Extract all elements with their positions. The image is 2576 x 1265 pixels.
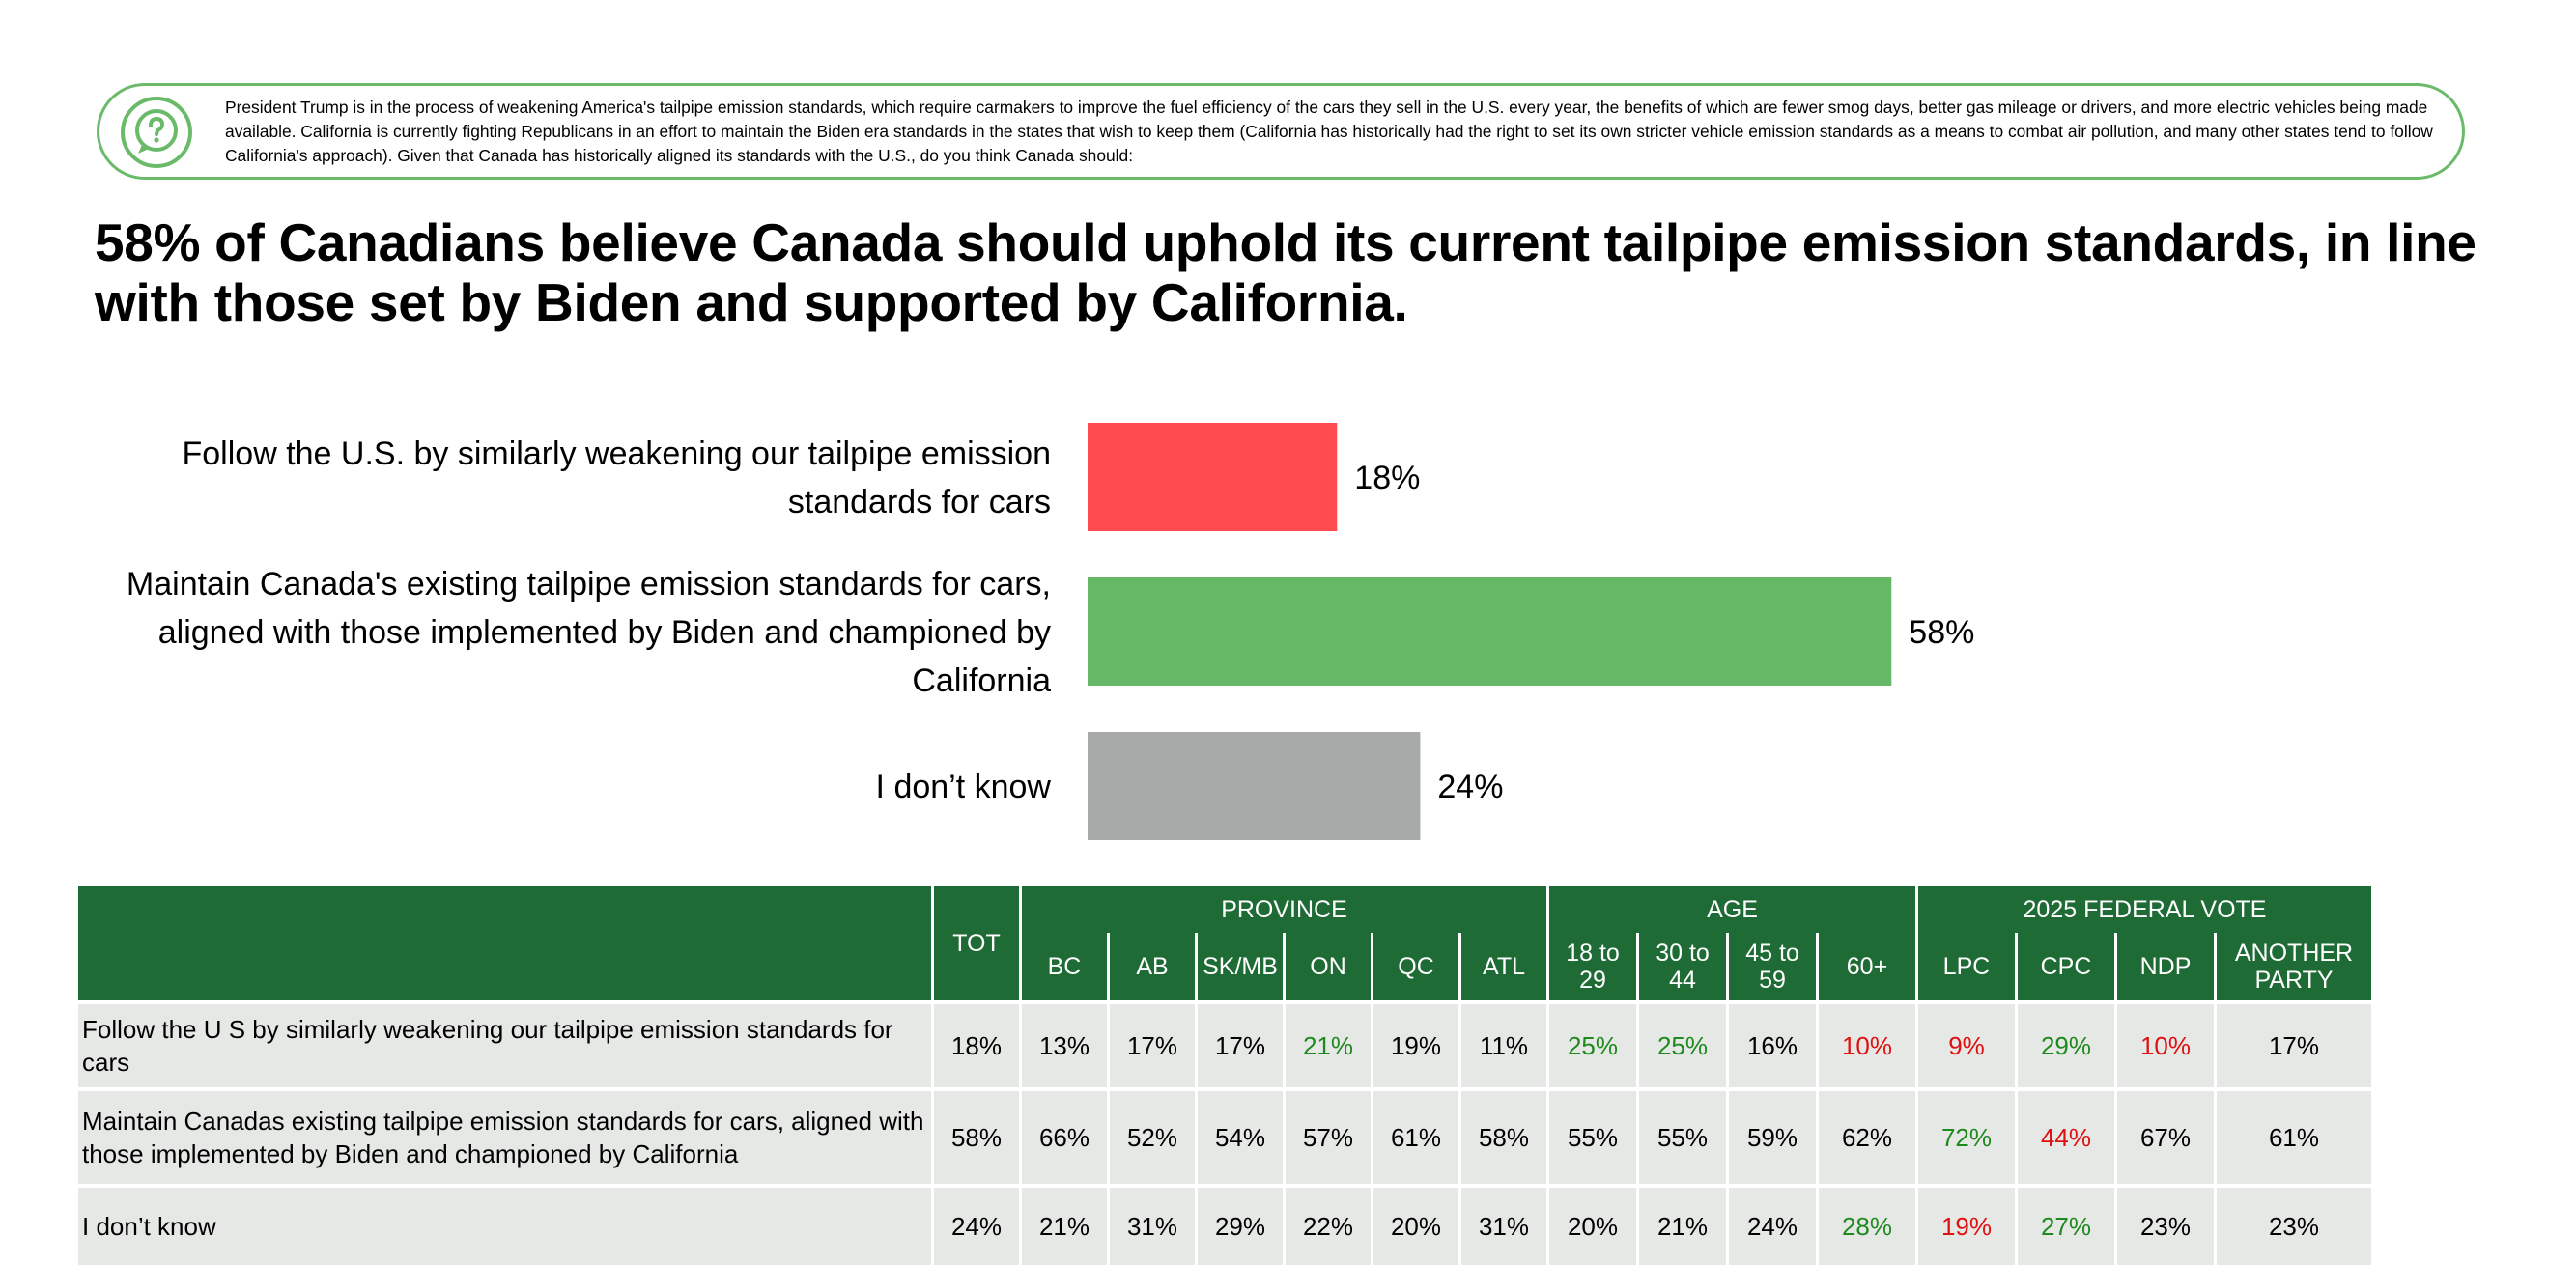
bar-3: [1088, 732, 1421, 840]
table-cell: 62%: [1819, 1087, 1915, 1184]
table-cell: 44%: [2018, 1087, 2114, 1184]
table-cell: 10%: [1819, 1000, 1915, 1087]
table-row: I don’t know 24% 21% 31% 29% 22% 20% 31% 20% 21% 2…: [78, 1184, 2371, 1265]
table-cell: 67%: [2117, 1087, 2214, 1184]
table-cell: 24%: [934, 1184, 1019, 1265]
table-cell: 23%: [2217, 1184, 2371, 1265]
crosstab-table: TOT PROVINCE AGE 2025 FEDERAL VOTE BC AB SK/M…: [75, 886, 2374, 1265]
group-header-2: AGE: [1549, 886, 1915, 933]
column-header: SK/MB: [1198, 933, 1283, 1000]
table-cell: 24%: [1729, 1184, 1816, 1265]
column-header-tot: TOT: [934, 886, 1019, 1000]
question-chat-icon: [121, 97, 192, 168]
category-label-2: Maintain Canada's existing tailpipe emis…: [127, 566, 1051, 699]
table-row: Follow the U S by similarly weakening ou…: [78, 1000, 2371, 1087]
table-cell: 17%: [1198, 1000, 1283, 1087]
column-header: 18 to 29: [1549, 933, 1636, 1000]
table-cell: 16%: [1729, 1000, 1816, 1087]
table-cell: 66%: [1022, 1087, 1107, 1184]
row-label: Follow the U S by similarly weakening ou…: [78, 1000, 931, 1087]
group-header-1: PROVINCE: [1022, 886, 1546, 933]
column-header: NDP: [2117, 933, 2214, 1000]
column-header: 30 to 44: [1639, 933, 1726, 1000]
bar-value-label-3: 24%: [1437, 769, 1503, 805]
column-header: ANOTHER PARTY: [2217, 933, 2371, 1000]
column-header: 45 to 59: [1729, 933, 1816, 1000]
column-header: ATL: [1461, 933, 1546, 1000]
row-label: Maintain Canadas existing tailpipe emiss…: [78, 1087, 931, 1184]
table-cell: 17%: [1110, 1000, 1195, 1087]
table-cell: 10%: [2117, 1000, 2214, 1087]
table-cell: 17%: [2217, 1000, 2371, 1087]
table-cell: 21%: [1022, 1184, 1107, 1265]
table-cell: 13%: [1022, 1000, 1107, 1087]
table-cell: 20%: [1549, 1184, 1636, 1265]
table-cell: 25%: [1549, 1000, 1636, 1087]
row-label: I don’t know: [78, 1184, 931, 1265]
column-header: QC: [1373, 933, 1458, 1000]
table-cell: 18%: [934, 1000, 1019, 1087]
bar-1: [1088, 423, 1338, 531]
table-cell: 31%: [1110, 1184, 1195, 1265]
table-cell: 52%: [1110, 1087, 1195, 1184]
table-cell: 58%: [934, 1087, 1019, 1184]
table-cell: 72%: [1918, 1087, 2015, 1184]
table-cell: 61%: [1373, 1087, 1458, 1184]
table-cell: 55%: [1639, 1087, 1726, 1184]
table-row: Maintain Canadas existing tailpipe emiss…: [78, 1087, 2371, 1184]
table-cell: 54%: [1198, 1087, 1283, 1184]
table-cell: 20%: [1373, 1184, 1458, 1265]
column-header: CPC: [2018, 933, 2114, 1000]
bar-value-label-2: 58%: [1909, 614, 1974, 651]
table-cell: 11%: [1461, 1000, 1546, 1087]
table-cell: 29%: [2018, 1000, 2114, 1087]
bar-chart: 18% Follow the U.S. by similarly weakenin…: [127, 423, 1974, 840]
table-cell: 9%: [1918, 1000, 2015, 1087]
table-cell: 19%: [1918, 1184, 2015, 1265]
table-cell: 21%: [1286, 1000, 1371, 1087]
column-header: BC: [1022, 933, 1107, 1000]
table-cell: 23%: [2117, 1184, 2214, 1265]
category-label-3: I don’t know: [876, 769, 1052, 805]
column-header: AB: [1110, 933, 1195, 1000]
table-cell: 31%: [1461, 1184, 1546, 1265]
table-cell: 58%: [1461, 1087, 1546, 1184]
table-cell: 22%: [1286, 1184, 1371, 1265]
table-cell: 61%: [2217, 1087, 2371, 1184]
table-cell: 28%: [1819, 1184, 1915, 1265]
table-cell: 59%: [1729, 1087, 1816, 1184]
question-box: President Trump is in the process of wea…: [97, 83, 2465, 180]
category-label-1: Follow the U.S. by similarly weakening o…: [183, 436, 1052, 520]
table-cell: 29%: [1198, 1184, 1283, 1265]
column-header: ON: [1286, 933, 1371, 1000]
table-cell: 55%: [1549, 1087, 1636, 1184]
table-corner: [78, 886, 931, 1000]
table-cell: 57%: [1286, 1087, 1371, 1184]
question-text: President Trump is in the process of wea…: [225, 98, 2433, 165]
table-cell: 19%: [1373, 1000, 1458, 1087]
table-cell: 27%: [2018, 1184, 2114, 1265]
table-cell: 25%: [1639, 1000, 1726, 1087]
group-header-3: 2025 FEDERAL VOTE: [1918, 886, 2371, 933]
table-cell: 21%: [1639, 1184, 1726, 1265]
column-header: 60+: [1819, 933, 1915, 1000]
column-header: LPC: [1918, 933, 2015, 1000]
bar-2: [1088, 577, 1892, 686]
headline: 58% of Canadians believe Canada should u…: [95, 212, 2477, 332]
bar-value-label-1: 18%: [1354, 460, 1420, 496]
